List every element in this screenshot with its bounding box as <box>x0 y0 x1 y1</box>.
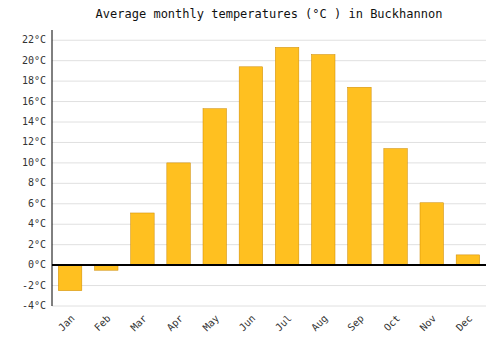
x-tick-label: Aug <box>309 313 330 334</box>
y-tick-label: 14°C <box>22 116 46 127</box>
bar <box>384 149 408 266</box>
grid-line <box>52 306 486 307</box>
y-axis-line <box>52 30 53 306</box>
y-tick-label: 22°C <box>22 34 46 45</box>
bar <box>131 213 155 265</box>
x-tick-label: Jul <box>273 313 294 334</box>
x-tick-label: Jun <box>237 313 258 334</box>
grid-line <box>52 265 486 266</box>
x-tick-label: Oct <box>382 313 403 334</box>
bar <box>348 87 372 265</box>
bar <box>275 47 299 265</box>
y-tick-label: 8°C <box>28 177 46 188</box>
y-tick-label: 4°C <box>28 218 46 229</box>
y-tick-label: 12°C <box>22 136 46 147</box>
grid-line <box>52 40 486 41</box>
grid-line <box>52 162 486 163</box>
bar <box>167 163 191 265</box>
x-tick-label: Feb <box>92 313 113 334</box>
zero-line <box>52 264 486 266</box>
grid-line <box>52 183 486 184</box>
grid-line <box>52 285 486 286</box>
grid-line <box>52 60 486 61</box>
grid-line <box>52 142 486 143</box>
x-tick-label: Dec <box>454 313 475 334</box>
x-tick-label: May <box>201 313 222 334</box>
bars <box>58 47 479 290</box>
title: Average monthly temperatures (°C ) in Bu… <box>96 7 443 21</box>
chart: -4°C -2°C 0°C 2°C 4°C 6°C 8°C 10°C 12°C 14°C 16°C 1… <box>0 0 500 350</box>
y-tick-label: 2°C <box>28 239 46 250</box>
bar <box>420 203 444 265</box>
y-tick-label: -2°C <box>22 280 46 291</box>
y-tick-label: 0°C <box>28 259 46 270</box>
grid <box>52 40 486 306</box>
y-tick-label: 20°C <box>22 55 46 66</box>
y-tick-label: 18°C <box>22 75 46 86</box>
y-tick-label: 10°C <box>22 157 46 168</box>
grid-line <box>52 101 486 102</box>
bar <box>58 265 82 291</box>
bar <box>456 255 480 265</box>
y-tick-label: 16°C <box>22 96 46 107</box>
bar <box>203 109 227 265</box>
bar <box>239 67 263 265</box>
bar <box>311 55 335 266</box>
x-tick-label: Nov <box>418 313 439 334</box>
grid-line <box>52 81 486 82</box>
x-tick-label: Apr <box>165 313 186 334</box>
x-tick-label: Mar <box>128 313 149 334</box>
y-tick-label: 6°C <box>28 198 46 209</box>
x-tick-label: Jan <box>56 313 77 334</box>
grid-line <box>52 122 486 123</box>
x-tick-label: Sep <box>345 313 366 334</box>
y-tick-label: -4°C <box>22 300 46 311</box>
